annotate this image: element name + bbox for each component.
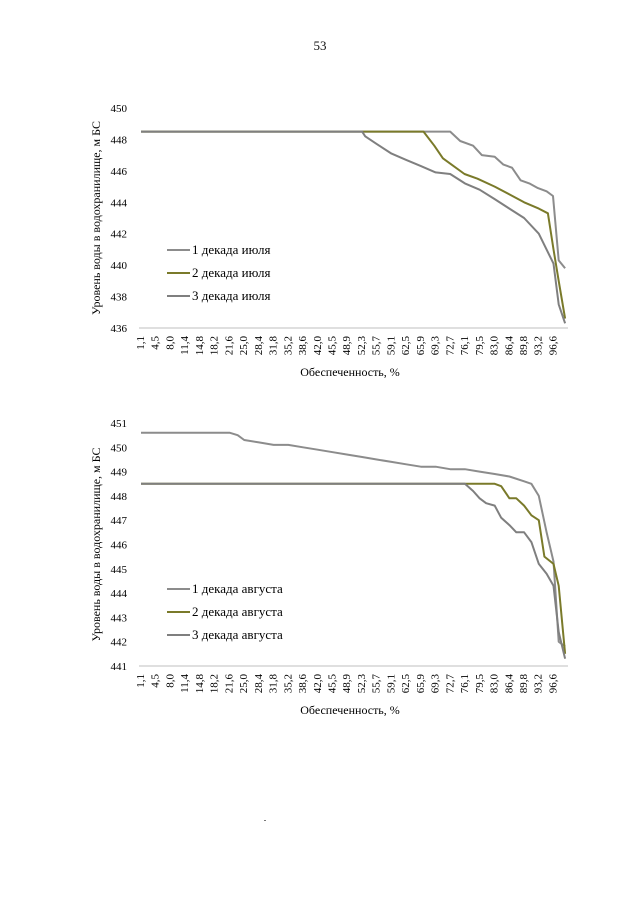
x-tick-label: 28,4 (253, 336, 265, 356)
x-tick-label: 48,9 (341, 336, 353, 356)
x-tick-label: 11,4 (179, 674, 191, 693)
series-line-3 (141, 130, 567, 324)
x-tick-label: 65,9 (415, 336, 427, 356)
x-tick-label: 18,2 (209, 674, 221, 693)
x-tick-label: 4,5 (150, 336, 162, 350)
x-tick-label: 93,2 (533, 336, 545, 355)
legend-label: 1 декада августа (192, 581, 283, 596)
x-tick-label: 55,7 (371, 336, 383, 356)
y-tick-label: 444 (111, 588, 128, 600)
x-tick-label: 42,0 (312, 674, 324, 694)
x-tick-label: 35,2 (282, 674, 294, 693)
x-tick-label: 21,6 (223, 336, 235, 356)
y-axis-title: Уровень воды в водохранилище, м БС (89, 448, 103, 642)
x-tick-label: 96,6 (547, 674, 559, 694)
x-tick-label: 83,0 (489, 336, 501, 356)
y-tick-label: 442 (111, 229, 128, 241)
series-line-2 (141, 130, 567, 319)
x-tick-label: 96,6 (547, 336, 559, 356)
y-tick-label: 450 (111, 103, 128, 115)
x-tick-label: 69,3 (430, 336, 442, 356)
y-tick-label: 448 (111, 491, 128, 503)
x-tick-label: 59,1 (385, 336, 397, 355)
x-tick-label: 83,0 (489, 674, 501, 694)
y-tick-label: 440 (111, 260, 128, 272)
series-line-1 (141, 431, 566, 648)
x-tick-label: 76,1 (459, 336, 471, 355)
x-tick-label: 8,0 (164, 336, 176, 350)
x-tick-label: 25,0 (238, 674, 250, 694)
x-tick-label: 35,2 (282, 336, 294, 355)
y-tick-label: 451 (111, 418, 128, 430)
x-tick-label: 31,8 (268, 336, 280, 356)
x-tick-label: 14,8 (194, 674, 206, 694)
x-tick-label: 45,5 (327, 336, 339, 356)
x-tick-label: 18,2 (209, 336, 221, 355)
x-tick-label: 14,8 (194, 336, 206, 356)
x-tick-label: 86,4 (503, 336, 515, 356)
x-tick-label: 52,3 (356, 674, 368, 694)
legend-label: 3 декада августа (192, 627, 283, 642)
x-tick-label: 93,2 (533, 674, 545, 693)
series-line-2 (141, 482, 567, 654)
y-tick-label: 443 (111, 612, 128, 624)
x-tick-label: 4,5 (150, 674, 162, 688)
y-tick-label: 436 (111, 323, 128, 335)
legend-label: 2 декада июля (192, 265, 270, 280)
x-axis-title: Обеспеченность, % (300, 703, 400, 717)
x-tick-label: 89,8 (518, 336, 530, 356)
legend-label: 1 декада июля (192, 242, 270, 257)
x-tick-label: 72,7 (444, 336, 456, 356)
x-tick-label: 25,0 (238, 336, 250, 356)
x-tick-label: 62,5 (400, 336, 412, 356)
y-tick-label: 448 (111, 134, 128, 146)
x-tick-label: 1,1 (135, 674, 147, 688)
x-tick-label: 45,5 (327, 674, 339, 694)
x-tick-label: 48,9 (341, 674, 353, 694)
x-tick-label: 28,4 (253, 674, 265, 694)
y-tick-label: 449 (111, 467, 128, 479)
x-tick-label: 69,3 (430, 674, 442, 694)
y-tick-label: 445 (111, 564, 128, 576)
legend-label: 3 декада июля (192, 288, 270, 303)
x-tick-label: 72,7 (444, 674, 456, 694)
x-tick-label: 42,0 (312, 336, 324, 356)
scan-speck (264, 820, 266, 821)
legend-label: 2 декада августа (192, 604, 283, 619)
x-tick-label: 11,4 (179, 336, 191, 355)
y-tick-label: 446 (111, 166, 128, 178)
x-tick-label: 38,6 (297, 336, 309, 356)
x-tick-label: 55,7 (371, 674, 383, 694)
chart-july: 436 438 440 442 444 446 448 450 1,1 4,5 8,0 11,4 14,… (89, 103, 568, 379)
x-tick-label: 1,1 (135, 336, 147, 350)
page-number: 53 (313, 38, 327, 53)
y-tick-label: 446 (111, 540, 128, 552)
x-tick-label: 76,1 (459, 674, 471, 693)
series-line-3 (141, 482, 567, 659)
y-axis-title: Уровень воды в водохранилище, м БС (89, 121, 103, 315)
x-tick-label: 89,8 (518, 674, 530, 694)
x-tick-label: 79,5 (474, 674, 486, 694)
x-tick-label: 62,5 (400, 674, 412, 694)
x-tick-label: 31,8 (268, 674, 280, 694)
y-tick-label: 450 (111, 442, 128, 454)
y-tick-label: 444 (111, 197, 128, 209)
series-line-1 (141, 130, 566, 269)
y-tick-label: 441 (111, 661, 128, 673)
x-tick-label: 38,6 (297, 674, 309, 694)
x-tick-label: 21,6 (223, 674, 235, 694)
y-tick-label: 447 (111, 515, 128, 527)
x-tick-label: 8,0 (164, 674, 176, 688)
x-tick-label: 86,4 (503, 674, 515, 694)
x-tick-label: 79,5 (474, 336, 486, 356)
x-tick-label: 65,9 (415, 674, 427, 694)
y-tick-label: 438 (111, 292, 128, 304)
x-tick-label: 52,3 (356, 336, 368, 356)
x-tick-label: 59,1 (385, 674, 397, 693)
y-tick-label: 442 (111, 637, 128, 649)
x-axis-title: Обеспеченность, % (300, 365, 400, 379)
